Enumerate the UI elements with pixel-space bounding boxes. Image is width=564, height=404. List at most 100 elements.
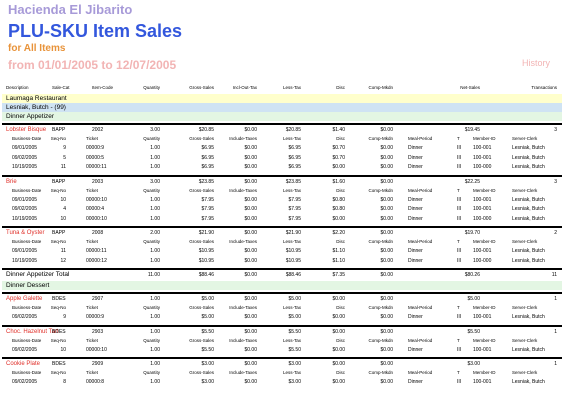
detail-header: T: [457, 370, 460, 375]
detail-cell: 100-000: [473, 215, 492, 222]
detail-cell: Dinner: [408, 257, 423, 264]
detail-header: Ticket: [86, 187, 98, 193]
detail-cell: $0.00: [380, 379, 393, 385]
detail-cell: $10.95: [198, 257, 214, 264]
detail-cell: 100-000: [473, 164, 492, 170]
detail-cell: $0.00: [380, 314, 393, 320]
detail-cell: 100-001: [473, 145, 492, 151]
detail-header: Include-Taxes: [229, 305, 257, 310]
detail-cell: 10/19/2005: [12, 215, 38, 222]
item-summary-cell: BAPP: [52, 230, 66, 236]
item-summary-cell: $2.20: [332, 230, 345, 236]
column-header: Comp-Mkdn: [368, 85, 393, 90]
item-summary-cell: $0.00: [244, 328, 257, 335]
detail-cell: Lesniak, Butch: [512, 379, 545, 385]
date-range: from 01/01/2005 to 12/07/2005: [8, 58, 177, 72]
column-header: Gross-Sales: [189, 85, 214, 90]
detail-header: Gross-Sales: [189, 305, 214, 310]
item-summary-cell: $0.00: [380, 296, 393, 302]
detail-header: Business-Date: [12, 239, 42, 244]
detail-cell: $0.00: [244, 154, 257, 161]
item-summary-cell: $23.85: [285, 178, 301, 185]
item-name: Lobster Bisque: [6, 127, 47, 133]
item-summary-cell: 2002: [92, 127, 104, 133]
item-summary-cell: $0.00: [380, 361, 393, 367]
column-header: Net-Sales: [460, 85, 480, 90]
detail-cell: 00000:5: [86, 154, 105, 161]
detail-cell: $0.00: [244, 257, 257, 264]
detail-header: Quantity: [143, 305, 160, 310]
detail-cell: Lesniak, Butch: [512, 314, 545, 320]
detail-cell: 00000:11: [86, 164, 107, 170]
detail-cell: 8: [63, 379, 66, 385]
detail-header: Business-Date: [12, 337, 42, 343]
detail-cell: $0.00: [332, 215, 345, 222]
detail-header: Include-Taxes: [229, 239, 257, 244]
item-summary-cell: $0.00: [332, 296, 345, 302]
detail-cell: 1.00: [150, 206, 160, 212]
detail-cell: $0.70: [332, 154, 345, 161]
item-summary-cell: 1: [554, 328, 557, 335]
detail-cell: Dinner: [408, 196, 423, 203]
item-summary-cell: $20.85: [285, 127, 301, 133]
item-name: Apple Galette: [6, 296, 43, 302]
detail-header: Member-ID: [473, 305, 496, 310]
item-summary-cell: $20.85: [198, 127, 214, 133]
item-summary-cell: 1.00: [150, 328, 160, 335]
detail-header: Disc: [336, 305, 345, 310]
item-summary-cell: 2: [554, 230, 557, 236]
column-header: Sale-Cat: [52, 85, 70, 90]
detail-cell: Lesniak, Butch: [512, 154, 545, 161]
detail-cell: $1.10: [332, 248, 345, 254]
detail-header: Ticket: [86, 136, 98, 141]
detail-header: Meal-Period: [408, 136, 433, 141]
detail-cell: $10.95: [285, 248, 301, 254]
detail-cell: 09/01/2005: [12, 248, 38, 254]
detail-cell: 1.00: [150, 248, 160, 254]
detail-header: Comp-Mkdn: [368, 305, 393, 310]
item-summary-cell: 2909: [92, 361, 104, 367]
detail-cell: $3.00: [288, 379, 301, 385]
detail-cell: 10: [60, 346, 66, 353]
detail-cell: $7.95: [288, 215, 301, 222]
item-rule: [2, 324, 562, 327]
detail-header: Member-ID: [473, 337, 496, 343]
detail-cell: $10.95: [285, 257, 301, 264]
item-summary-cell: 1.00: [150, 361, 160, 367]
item-summary-cell: $0.00: [332, 361, 345, 367]
detail-cell: III: [457, 257, 462, 264]
item-summary-cell: BDES: [52, 328, 66, 335]
detail-header: Less-Tax: [282, 337, 301, 343]
item-summary-cell: 3.00: [150, 127, 160, 133]
detail-header: Quantity: [143, 370, 160, 375]
detail-cell: 100-001: [473, 346, 492, 353]
item-summary-cell: $19.45: [464, 127, 480, 133]
detail-cell: Lesniak, Butch: [512, 196, 545, 203]
detail-header: Seq-No: [50, 187, 66, 193]
item-summary-cell: $0.00: [380, 178, 393, 185]
detail-cell: 00000:12: [86, 257, 107, 264]
detail-header: Comp-Mkdn: [368, 337, 393, 343]
item-summary-cell: $5.00: [288, 296, 301, 302]
server: Lesniak, Butch - (99): [6, 103, 66, 111]
item-rule: [2, 174, 562, 177]
detail-header: Disc: [336, 136, 345, 141]
detail-cell: 10: [60, 215, 66, 222]
detail-header: Meal-Period: [408, 305, 433, 310]
detail-header: Gross-Sales: [189, 370, 214, 375]
detail-header: Quantity: [143, 187, 160, 193]
detail-cell: $0.00: [244, 379, 257, 385]
detail-cell: $0.00: [332, 164, 345, 170]
detail-header: T: [457, 337, 460, 343]
detail-header: Less-Tax: [282, 136, 301, 141]
detail-cell: 10/19/2005: [12, 164, 38, 170]
detail-header: Meal-Period: [408, 239, 433, 244]
detail-cell: 1.00: [150, 145, 160, 151]
detail-cell: $6.95: [201, 154, 214, 161]
detail-header: T: [457, 187, 460, 193]
item-summary-cell: $5.00: [201, 296, 214, 302]
detail-header: Include-Taxes: [229, 136, 257, 141]
detail-header: Disc: [336, 187, 345, 193]
detail-header: Server-Clerk: [512, 305, 538, 310]
